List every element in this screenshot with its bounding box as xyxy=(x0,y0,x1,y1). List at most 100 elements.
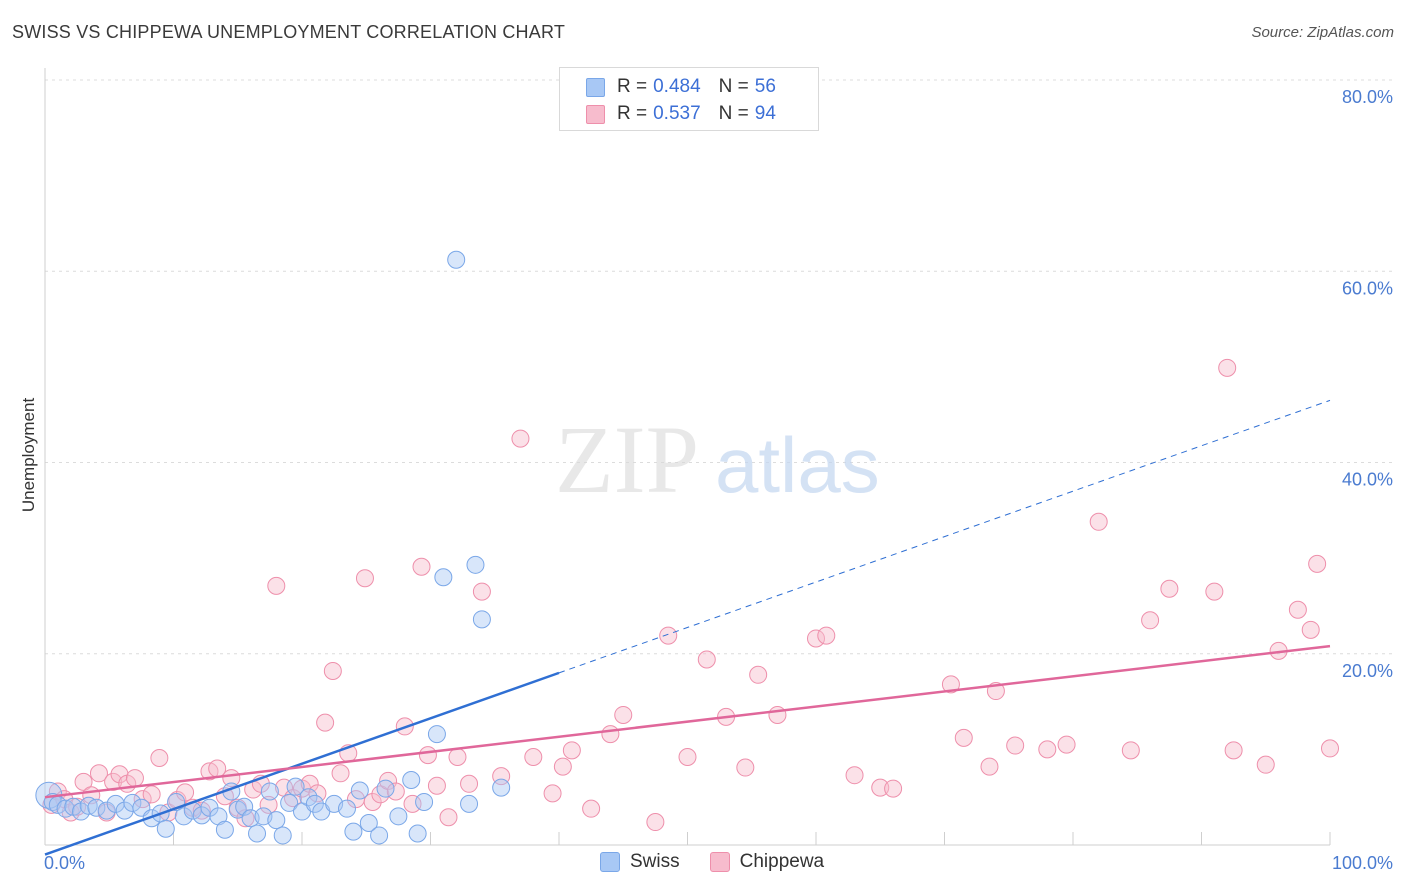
data-point-chippewa xyxy=(89,764,108,783)
trend-line-swiss xyxy=(44,671,560,856)
data-point-chippewa xyxy=(259,795,278,814)
watermark: ZIP atlas xyxy=(555,406,880,513)
legend-label-swiss: Swiss xyxy=(630,851,680,872)
data-point-swiss xyxy=(248,824,267,843)
data-point-swiss xyxy=(344,822,363,841)
legend-r-value-swiss: 0.484 xyxy=(653,76,701,97)
data-point-swiss xyxy=(337,799,356,818)
data-point-chippewa xyxy=(601,725,620,744)
data-point-swiss xyxy=(142,809,161,828)
data-point-swiss xyxy=(370,826,389,845)
data-point-chippewa xyxy=(439,808,458,827)
data-point-chippewa xyxy=(308,784,327,803)
gridlines xyxy=(45,79,1393,655)
legend-swatch-chippewa xyxy=(709,852,730,872)
data-point-chippewa xyxy=(267,576,286,595)
axes xyxy=(44,68,1331,846)
data-point-chippewa xyxy=(74,772,93,791)
data-point-chippewa xyxy=(646,813,665,832)
data-point-chippewa xyxy=(386,782,405,801)
data-point-chippewa xyxy=(355,569,374,588)
data-point-swiss xyxy=(427,725,446,744)
y-tick-label: 80.0% xyxy=(1342,87,1393,107)
data-point-swiss xyxy=(466,555,485,574)
data-point-chippewa xyxy=(316,713,335,732)
data-point-swiss xyxy=(87,798,106,817)
data-point-swiss xyxy=(260,782,279,801)
data-point-swiss xyxy=(79,796,98,815)
data-point-chippewa xyxy=(1006,736,1025,755)
trend-lines xyxy=(44,399,1331,856)
y-tick-label: 40.0% xyxy=(1342,470,1393,490)
data-point-chippewa xyxy=(543,784,562,803)
data-point-chippewa xyxy=(1160,579,1179,598)
series-legend: Swiss Chippewa xyxy=(600,851,854,873)
data-point-swiss xyxy=(215,820,234,839)
y-tick-label: 60.0% xyxy=(1342,278,1393,298)
swatch-chippewa xyxy=(586,104,605,124)
data-point-chippewa xyxy=(427,776,446,795)
data-point-chippewa xyxy=(371,785,390,804)
data-point-chippewa xyxy=(807,629,825,648)
legend-item-chippewa[interactable]: Chippewa xyxy=(709,851,824,873)
watermark-atlas: atlas xyxy=(715,421,880,509)
data-point-chippewa xyxy=(954,728,973,747)
data-point-chippewa xyxy=(817,626,836,645)
data-point-chippewa xyxy=(331,764,350,783)
data-point-swiss xyxy=(472,610,491,629)
legend-n-value-swiss: 56 xyxy=(754,76,776,97)
data-point-swiss xyxy=(408,824,427,843)
data-point-chippewa xyxy=(448,748,467,767)
data-point-chippewa xyxy=(697,650,716,669)
trend-line-chippewa xyxy=(44,644,1331,799)
data-point-chippewa xyxy=(736,758,755,777)
data-point-chippewa xyxy=(300,774,319,793)
data-point-swiss xyxy=(56,799,75,818)
data-point-chippewa xyxy=(1321,739,1339,758)
data-point-chippewa xyxy=(176,783,195,802)
data-point-swiss xyxy=(415,792,434,811)
data-point-chippewa xyxy=(1224,741,1243,760)
data-point-swiss xyxy=(305,794,324,813)
legend-n-label: N = xyxy=(718,103,749,124)
data-point-swiss xyxy=(273,826,292,845)
data-point-chippewa xyxy=(768,705,787,724)
data-point-chippewa xyxy=(1121,741,1140,760)
data-point-chippewa xyxy=(1089,512,1108,531)
legend-item-swiss[interactable]: Swiss xyxy=(600,851,680,873)
data-point-chippewa xyxy=(941,675,960,694)
data-point-swiss xyxy=(447,250,466,269)
data-point-chippewa xyxy=(1218,358,1237,377)
swatch-swiss xyxy=(586,77,605,97)
data-point-chippewa xyxy=(460,774,479,793)
legend-r-label: R = xyxy=(617,76,648,97)
data-point-chippewa xyxy=(749,665,768,684)
data-point-swiss xyxy=(492,778,511,797)
data-point-chippewa xyxy=(1256,755,1275,774)
data-point-chippewa xyxy=(659,626,678,645)
data-point-chippewa xyxy=(582,799,601,818)
data-point-chippewa xyxy=(524,748,543,767)
data-point-chippewa xyxy=(1205,582,1224,601)
data-point-chippewa xyxy=(1288,600,1307,619)
legend-r-label: R = xyxy=(617,103,648,124)
data-point-chippewa xyxy=(553,757,572,776)
data-point-swiss xyxy=(359,814,378,833)
data-point-chippewa xyxy=(363,792,382,811)
data-point-swiss xyxy=(299,788,318,807)
correlation-legend: R = 0.484 N = 56 R = 0.537 N = 94 xyxy=(559,67,819,131)
legend-n-value-chippewa: 94 xyxy=(754,103,776,124)
data-point-chippewa xyxy=(511,429,530,448)
legend-n-label: N = xyxy=(718,76,749,97)
data-point-swiss xyxy=(350,781,369,800)
data-point-chippewa xyxy=(1057,735,1076,754)
data-point-chippewa xyxy=(1038,740,1057,759)
data-point-chippewa xyxy=(125,769,144,788)
data-point-swiss xyxy=(280,793,299,812)
x-tick-label: 100.0% xyxy=(1332,853,1393,873)
data-point-chippewa xyxy=(418,746,437,765)
data-point-chippewa xyxy=(562,741,581,760)
data-point-chippewa xyxy=(980,757,999,776)
y-tick-label: 20.0% xyxy=(1342,661,1393,681)
